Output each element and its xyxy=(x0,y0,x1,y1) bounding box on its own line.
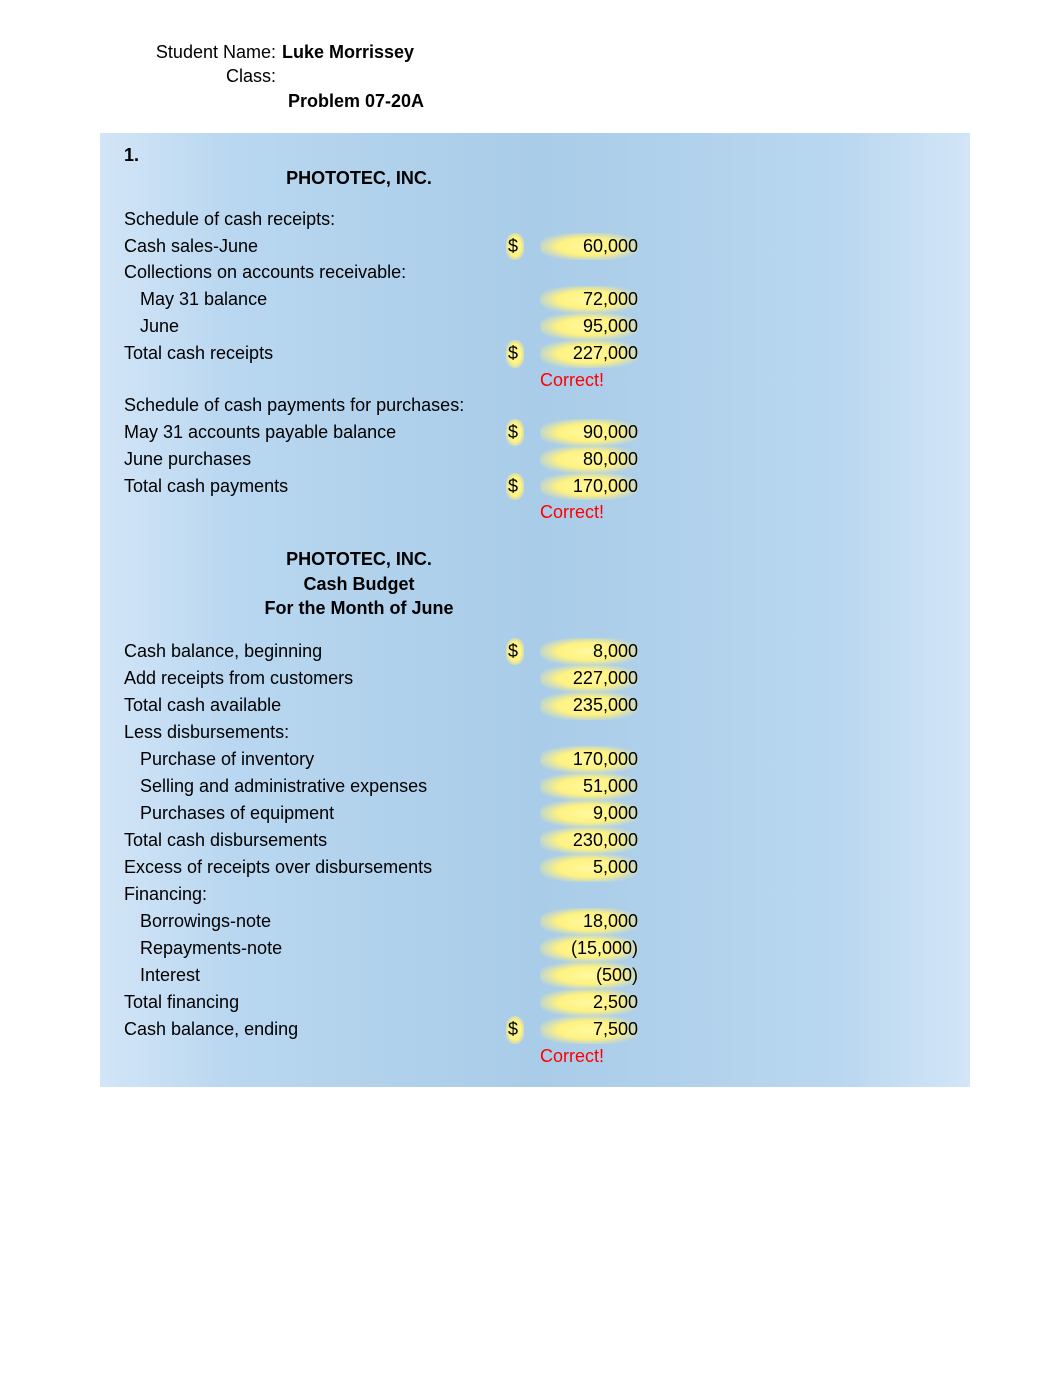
budget-row: Total financing 2,500 xyxy=(124,989,946,1016)
budget-row: Purchases of equipment 9,000 xyxy=(124,800,946,827)
budget-label: Total cash available xyxy=(124,693,504,718)
payments-title: Schedule of cash payments for purchases: xyxy=(124,393,504,418)
payments-currency: $ xyxy=(504,473,540,500)
budget-row: Total cash available 235,000 xyxy=(124,692,946,719)
budget-label: Cash balance, ending xyxy=(124,1017,504,1042)
payments-correct: Correct! xyxy=(504,500,640,525)
budget-label: Less disbursements: xyxy=(124,720,504,745)
section-number: 1. xyxy=(124,145,946,166)
receipts-label: June xyxy=(124,314,504,339)
budget-label: Repayments-note xyxy=(124,936,504,961)
payments-value: 170,000 xyxy=(540,473,640,500)
student-row: Student Name: Luke Morrissey xyxy=(130,40,1062,64)
receipts-currency: $ xyxy=(504,340,540,367)
budget-currency: $ xyxy=(504,638,540,665)
budget-value: 8,000 xyxy=(540,638,640,665)
budget-row: Financing: xyxy=(124,882,946,908)
budget-row: Add receipts from customers 227,000 xyxy=(124,665,946,692)
payments-label: June purchases xyxy=(124,447,504,472)
budget-label: Purchases of equipment xyxy=(124,801,504,826)
receipts-label: Cash sales-June xyxy=(124,234,504,259)
payments-title-row: Schedule of cash payments for purchases: xyxy=(124,393,946,419)
budget-value: 51,000 xyxy=(540,773,640,800)
budget-row: Cash balance, beginning$8,000 xyxy=(124,638,946,665)
payments-value: 80,000 xyxy=(540,446,640,473)
problem-title: Problem 07-20A xyxy=(288,89,1062,113)
budget-label: Interest xyxy=(124,963,504,988)
budget-label: Purchase of inventory xyxy=(124,747,504,772)
budget-label: Cash balance, beginning xyxy=(124,639,504,664)
payments-label: Total cash payments xyxy=(124,474,504,499)
budget-title-block: PHOTOTEC, INC. Cash Budget For the Month… xyxy=(124,547,594,620)
payments-row: June purchases 80,000 xyxy=(124,446,946,473)
receipts-row: Cash sales-June$60,000 xyxy=(124,233,946,260)
budget-value: 7,500 xyxy=(540,1016,640,1043)
budget-row: Purchase of inventory 170,000 xyxy=(124,746,946,773)
receipts-currency: $ xyxy=(504,233,540,260)
payments-rows: May 31 accounts payable balance$90,000Ju… xyxy=(124,419,946,501)
budget-rows: Cash balance, beginning$8,000Add receipt… xyxy=(124,638,946,1043)
budget-label: Total financing xyxy=(124,990,504,1015)
payments-value: 90,000 xyxy=(540,419,640,446)
class-row: Class: xyxy=(130,64,1062,88)
blue-panel: 1. PHOTOTEC, INC. Schedule of cash recei… xyxy=(100,133,970,1087)
header-block: Student Name: Luke Morrissey Class: Prob… xyxy=(130,40,1062,113)
payments-row: May 31 accounts payable balance$90,000 xyxy=(124,419,946,446)
payments-row: Total cash payments$170,000 xyxy=(124,473,946,500)
budget-correct: Correct! xyxy=(504,1044,640,1069)
budget-label: Financing: xyxy=(124,882,504,907)
receipts-row: May 31 balance 72,000 xyxy=(124,286,946,313)
budget-value: 9,000 xyxy=(540,800,640,827)
budget-row: Interest (500) xyxy=(124,962,946,989)
budget-value: 227,000 xyxy=(540,665,640,692)
receipts-rows: Cash sales-June$60,000Collections on acc… xyxy=(124,233,946,368)
receipts-value: 72,000 xyxy=(540,286,640,313)
receipts-value: 95,000 xyxy=(540,313,640,340)
budget-row: Total cash disbursements 230,000 xyxy=(124,827,946,854)
student-label: Student Name: xyxy=(130,40,282,64)
budget-row: Cash balance, ending$7,500 xyxy=(124,1016,946,1043)
student-value: Luke Morrissey xyxy=(282,40,414,64)
receipts-row: Collections on accounts receivable: xyxy=(124,260,946,286)
budget-value: 18,000 xyxy=(540,908,640,935)
budget-row: Borrowings-note 18,000 xyxy=(124,908,946,935)
budget-value: (15,000) xyxy=(540,935,640,962)
budget-value: 2,500 xyxy=(540,989,640,1016)
budget-value: 235,000 xyxy=(540,692,640,719)
budget-value: 230,000 xyxy=(540,827,640,854)
spacer xyxy=(124,189,946,207)
budget-row: Excess of receipts over disbursements 5,0… xyxy=(124,854,946,881)
budget-label: Excess of receipts over disbursements xyxy=(124,855,504,880)
budget-label: Borrowings-note xyxy=(124,909,504,934)
receipts-title: Schedule of cash receipts: xyxy=(124,207,504,232)
budget-row: Less disbursements: xyxy=(124,720,946,746)
budget-label: Total cash disbursements xyxy=(124,828,504,853)
budget-label: Add receipts from customers xyxy=(124,666,504,691)
budget-title-1: PHOTOTEC, INC. xyxy=(124,547,594,571)
receipts-label: Total cash receipts xyxy=(124,341,504,366)
budget-value: 5,000 xyxy=(540,854,640,881)
budget-value: 170,000 xyxy=(540,746,640,773)
receipts-row: June 95,000 xyxy=(124,313,946,340)
budget-row: Repayments-note (15,000) xyxy=(124,935,946,962)
receipts-value: 227,000 xyxy=(540,340,640,367)
receipts-row: Total cash receipts$227,000 xyxy=(124,340,946,367)
receipts-label: May 31 balance xyxy=(124,287,504,312)
budget-title-3: For the Month of June xyxy=(124,596,594,620)
class-label: Class: xyxy=(130,64,282,88)
budget-value: (500) xyxy=(540,962,640,989)
payments-label: May 31 accounts payable balance xyxy=(124,420,504,445)
payments-currency: $ xyxy=(504,419,540,446)
receipts-correct: Correct! xyxy=(504,368,640,393)
receipts-title-row: Schedule of cash receipts: xyxy=(124,207,946,233)
budget-currency: $ xyxy=(504,1016,540,1043)
receipts-value: 60,000 xyxy=(540,233,640,260)
company-title: PHOTOTEC, INC. xyxy=(124,168,594,189)
budget-title-2: Cash Budget xyxy=(124,572,594,596)
receipts-label: Collections on accounts receivable: xyxy=(124,260,504,285)
budget-row: Selling and administrative expenses 51,00… xyxy=(124,773,946,800)
page: Student Name: Luke Morrissey Class: Prob… xyxy=(0,0,1062,1087)
budget-label: Selling and administrative expenses xyxy=(124,774,504,799)
